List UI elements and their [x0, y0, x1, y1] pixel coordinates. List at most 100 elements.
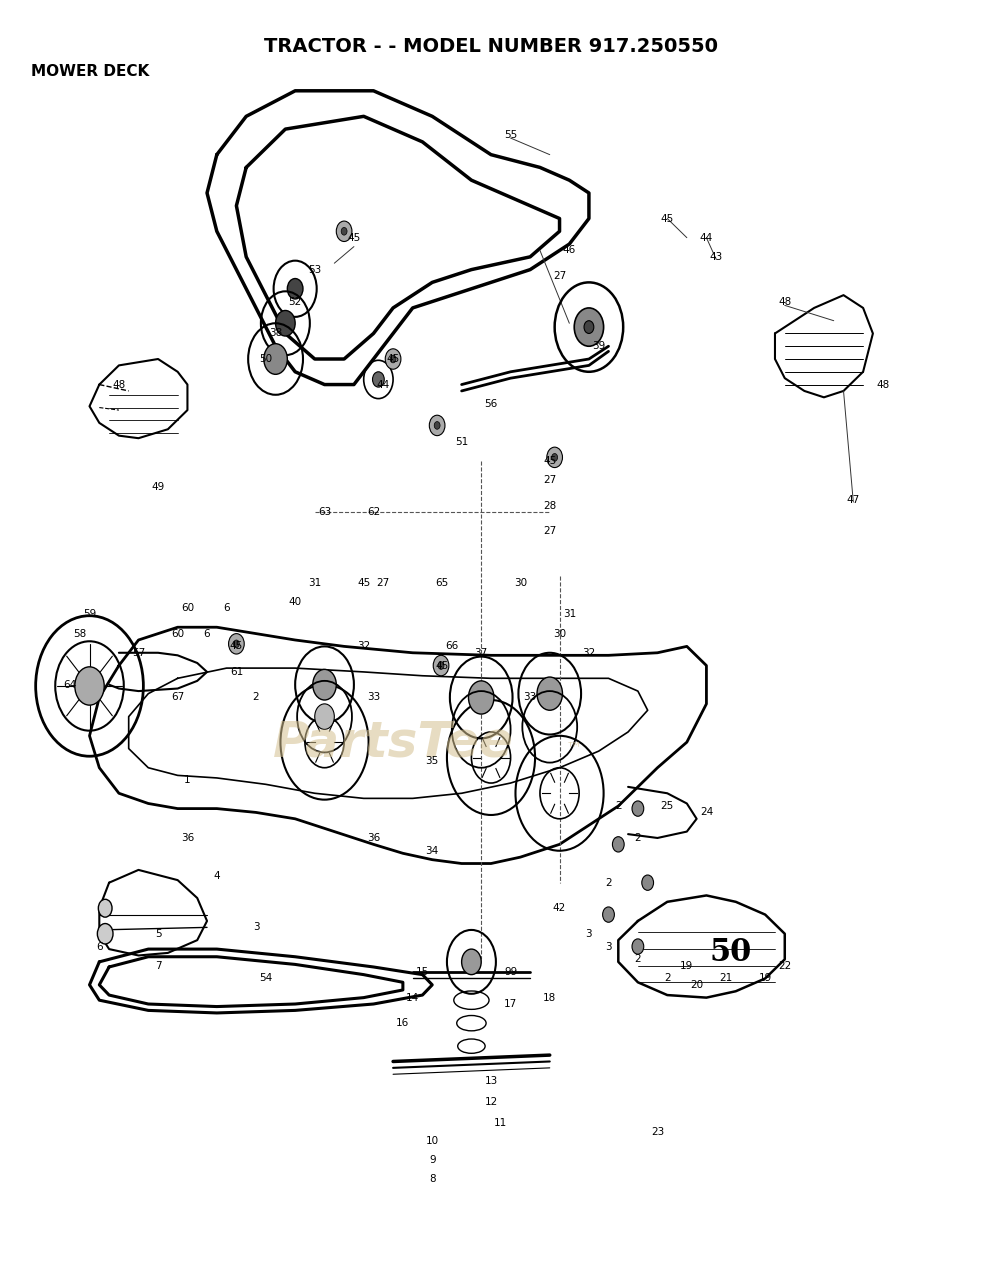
Text: 12: 12 [484, 1097, 498, 1107]
Circle shape [613, 837, 625, 852]
Text: 45: 45 [348, 233, 360, 243]
Text: 48: 48 [112, 380, 126, 389]
Text: 46: 46 [563, 246, 576, 256]
Text: 55: 55 [504, 131, 518, 141]
Text: 14: 14 [406, 992, 419, 1002]
Circle shape [642, 876, 654, 891]
Circle shape [632, 801, 644, 817]
Circle shape [547, 447, 563, 467]
Text: 27: 27 [543, 475, 557, 485]
Text: 45: 45 [435, 660, 449, 671]
Text: MOWER DECK: MOWER DECK [30, 64, 149, 79]
Circle shape [385, 348, 401, 369]
Text: 6: 6 [223, 603, 230, 613]
Text: 3: 3 [585, 929, 592, 938]
Text: 49: 49 [151, 481, 165, 492]
Text: 61: 61 [230, 667, 243, 677]
Text: 40: 40 [289, 596, 301, 607]
Text: 60: 60 [171, 628, 185, 639]
Circle shape [229, 634, 245, 654]
Text: 2: 2 [615, 801, 622, 812]
Text: 50: 50 [259, 355, 272, 364]
Circle shape [336, 221, 352, 242]
Circle shape [438, 662, 444, 669]
Text: 45: 45 [543, 456, 557, 466]
Text: 21: 21 [720, 974, 733, 983]
Text: 19: 19 [758, 974, 772, 983]
Text: 3: 3 [605, 942, 612, 951]
Text: 1: 1 [185, 776, 191, 786]
Text: 34: 34 [425, 846, 439, 856]
Circle shape [234, 640, 240, 648]
Text: 52: 52 [289, 297, 301, 306]
Text: 48: 48 [778, 297, 791, 306]
Text: 45: 45 [661, 214, 674, 224]
Text: 19: 19 [681, 961, 693, 970]
Text: 30: 30 [553, 628, 566, 639]
Text: 67: 67 [171, 692, 185, 703]
Text: 27: 27 [543, 526, 557, 536]
Circle shape [603, 908, 615, 923]
Text: 63: 63 [318, 507, 331, 517]
Text: 45: 45 [357, 577, 370, 588]
Text: 13: 13 [484, 1075, 498, 1085]
Text: 48: 48 [876, 380, 890, 389]
Text: 31: 31 [563, 609, 576, 620]
Text: 39: 39 [592, 342, 605, 351]
Text: 65: 65 [435, 577, 449, 588]
Text: 5: 5 [155, 929, 161, 938]
Text: 2: 2 [634, 955, 641, 964]
Text: 2: 2 [605, 878, 612, 887]
Text: 8: 8 [429, 1174, 436, 1184]
Text: 24: 24 [700, 808, 713, 818]
Circle shape [288, 279, 303, 300]
Circle shape [97, 924, 113, 943]
Text: 3: 3 [252, 923, 259, 932]
Text: 6: 6 [203, 628, 210, 639]
Circle shape [98, 900, 112, 918]
Circle shape [552, 453, 558, 461]
Text: 99: 99 [504, 968, 518, 977]
Text: 32: 32 [357, 641, 370, 652]
Circle shape [632, 938, 644, 954]
Text: 10: 10 [425, 1135, 439, 1146]
Text: ™: ™ [566, 740, 582, 758]
Text: 22: 22 [778, 961, 791, 970]
Circle shape [264, 344, 288, 374]
Circle shape [433, 655, 449, 676]
Text: 28: 28 [543, 500, 557, 511]
Circle shape [429, 415, 445, 435]
Text: 2: 2 [252, 692, 259, 703]
Circle shape [537, 677, 563, 710]
Circle shape [462, 948, 481, 974]
Text: 2: 2 [634, 833, 641, 844]
Circle shape [313, 669, 336, 700]
Text: 43: 43 [710, 252, 723, 262]
Text: 23: 23 [651, 1126, 664, 1137]
Text: 37: 37 [474, 648, 488, 658]
Circle shape [390, 355, 396, 362]
Text: 42: 42 [553, 904, 567, 913]
Text: TRACTOR - - MODEL NUMBER 917.250550: TRACTOR - - MODEL NUMBER 917.250550 [264, 37, 718, 55]
Text: 16: 16 [397, 1018, 409, 1028]
Circle shape [75, 667, 104, 705]
Circle shape [584, 321, 594, 334]
Text: 2: 2 [664, 974, 671, 983]
Text: 60: 60 [181, 603, 194, 613]
Text: 59: 59 [82, 609, 96, 620]
Text: 20: 20 [690, 980, 703, 989]
Circle shape [315, 704, 334, 730]
Text: 18: 18 [543, 992, 557, 1002]
Text: 38: 38 [269, 329, 282, 338]
Text: 30: 30 [514, 577, 527, 588]
Text: 33: 33 [367, 692, 380, 703]
Text: 44: 44 [700, 233, 713, 243]
Text: 32: 32 [582, 648, 595, 658]
Text: 44: 44 [377, 380, 390, 389]
Text: 36: 36 [367, 833, 380, 844]
Circle shape [574, 308, 604, 346]
Text: 7: 7 [155, 961, 161, 970]
Text: 27: 27 [377, 577, 390, 588]
Text: 35: 35 [425, 756, 439, 767]
Text: 17: 17 [504, 998, 518, 1009]
